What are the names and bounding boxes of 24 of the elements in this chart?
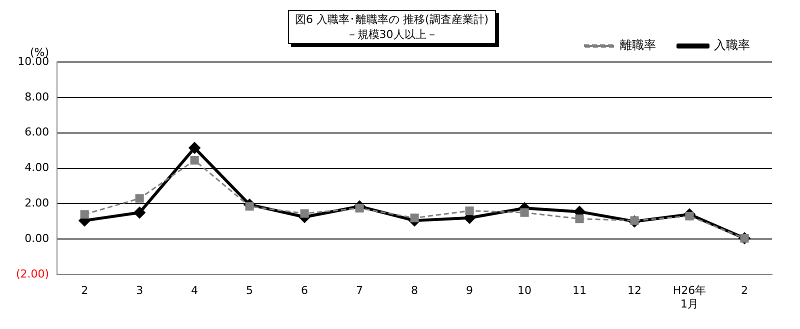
x-tick-label: 2 bbox=[81, 284, 88, 298]
y-tick-label: 0.00 bbox=[24, 232, 50, 246]
x-tick-label: 6 bbox=[301, 284, 308, 298]
x-tick-label: 8 bbox=[411, 284, 418, 298]
x-tick-label: 10 bbox=[518, 284, 532, 298]
y-tick-label: (2.00) bbox=[16, 267, 50, 280]
y-axis-title: (%) bbox=[30, 46, 50, 59]
legend-label: 入職率 bbox=[714, 38, 750, 52]
y-tick-label: 4.00 bbox=[24, 161, 50, 174]
x-tick-label: 5 bbox=[246, 284, 254, 298]
chart-title: 図6 入職率･離職率の 推移(調査産業計) bbox=[295, 12, 489, 27]
y-tick-label: 2.00 bbox=[24, 196, 50, 210]
x-tick-label: 3 bbox=[136, 284, 144, 298]
x-tick-label: H26年 1月 bbox=[672, 284, 706, 310]
x-tick-label: 12 bbox=[628, 284, 642, 298]
x-tick-label: 9 bbox=[466, 284, 474, 298]
x-tick-label: 4 bbox=[191, 284, 198, 298]
y-tick-label: 8.00 bbox=[24, 90, 50, 104]
y-tick-label: 6.00 bbox=[24, 126, 50, 139]
x-tick-label: 7 bbox=[356, 284, 364, 298]
x-tick-label: 11 bbox=[572, 284, 587, 298]
x-tick-label: 2 bbox=[741, 284, 748, 298]
legend-label: 離職率 bbox=[620, 38, 656, 52]
chart-subtitle: －規模30人以上－ bbox=[345, 27, 438, 42]
